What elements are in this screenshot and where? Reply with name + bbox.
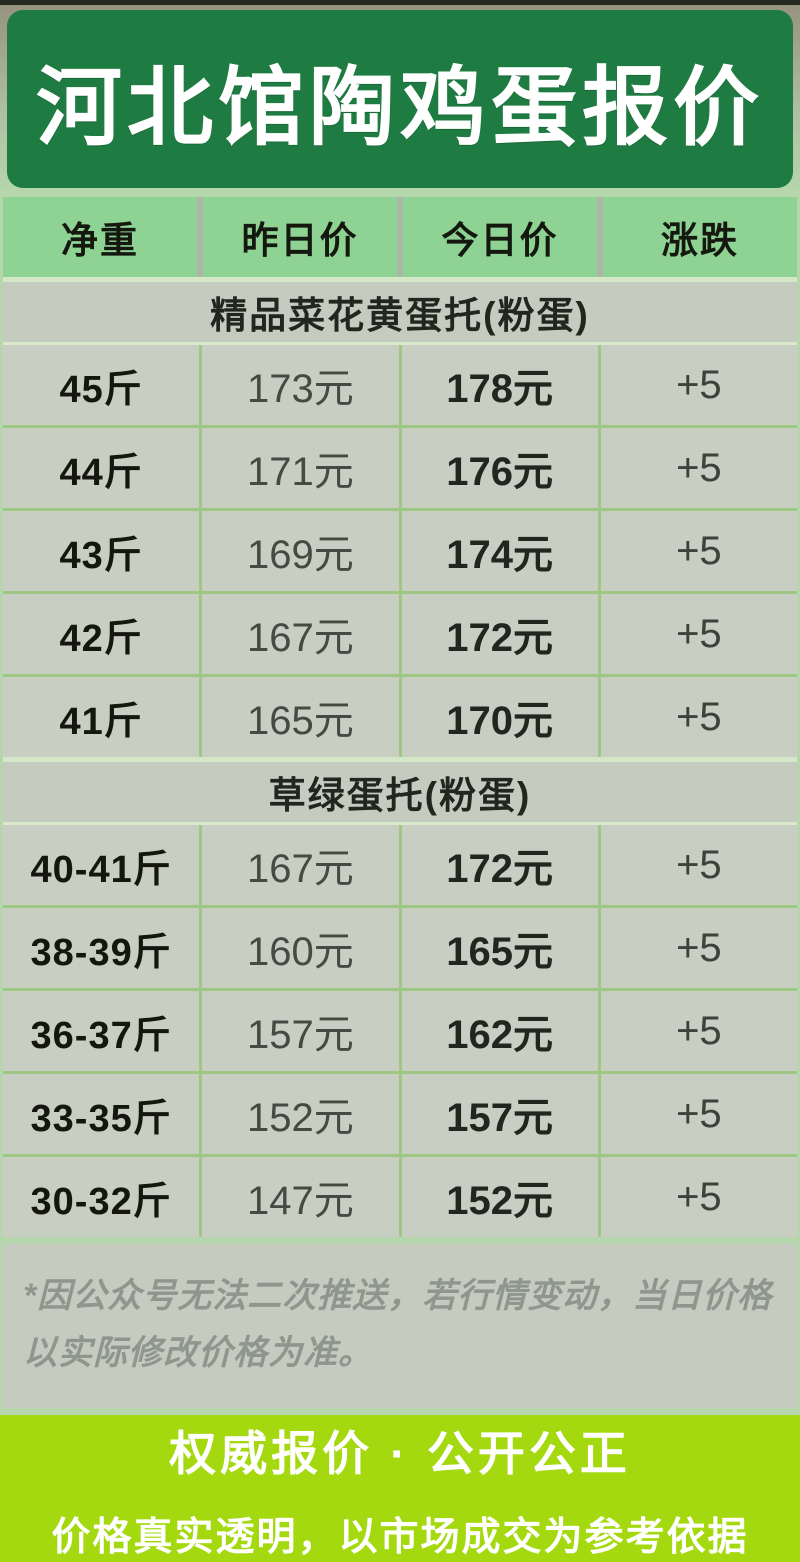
- column-header-today-price: 今日价: [403, 197, 597, 277]
- disclaimer-footnote: *因公众号无法二次推送，若行情变动，当日价格以实际修改价格为准。: [3, 1244, 797, 1409]
- cell-yesterday-price: 167元: [202, 825, 399, 905]
- column-header-change: 涨跌: [603, 197, 797, 277]
- title-banner-wrap: 河北馆陶鸡蛋报价: [0, 5, 800, 197]
- cell-change: +5: [600, 1074, 797, 1154]
- cell-yesterday-price: 167元: [202, 594, 399, 674]
- cell-change: +5: [600, 825, 797, 905]
- cell-yesterday-price: 160元: [202, 908, 399, 988]
- cell-change: +5: [600, 908, 797, 988]
- section-header: 精品菜花黄蛋托(粉蛋): [3, 277, 797, 345]
- cell-weight: 33-35斤: [3, 1074, 200, 1154]
- cell-change: +5: [600, 677, 797, 757]
- cell-yesterday-price: 157元: [202, 991, 399, 1071]
- cell-yesterday-price: 152元: [202, 1074, 399, 1154]
- cell-today-price: 172元: [401, 825, 598, 905]
- cell-weight: 45斤: [3, 345, 200, 425]
- cell-change: +5: [600, 1157, 797, 1237]
- cell-change: +5: [600, 428, 797, 508]
- footer-banner: 权威报价 · 公开公正 价格真实透明，以市场成交为参考依据: [0, 1415, 800, 1562]
- footer-slogan-secondary: 价格真实透明，以市场成交为参考依据: [51, 1516, 749, 1560]
- cell-weight: 36-37斤: [3, 991, 200, 1071]
- section-header: 草绿蛋托(粉蛋): [3, 757, 797, 825]
- section-rows: 45斤 173元 178元 +5 44斤 171元 176元 +5 43斤 169元 174元 +5 4…: [3, 345, 797, 757]
- cell-change: +5: [600, 345, 797, 425]
- footer-slogan-primary: 权威报价 · 公开公正: [169, 1427, 631, 1481]
- cell-change: +5: [600, 594, 797, 674]
- page-title: 河北馆陶鸡蛋报价: [7, 10, 793, 188]
- cell-today-price: 170元: [401, 677, 598, 757]
- cell-today-price: 152元: [401, 1157, 598, 1237]
- table-header-row: 净重 昨日价 今日价 涨跌: [3, 197, 797, 277]
- cell-today-price: 178元: [401, 345, 598, 425]
- section-rows: 40-41斤 167元 172元 +5 38-39斤 160元 165元 +5 36-37斤 15…: [3, 825, 797, 1237]
- cell-weight: 43斤: [3, 511, 200, 591]
- cell-yesterday-price: 171元: [202, 428, 399, 508]
- cell-today-price: 157元: [401, 1074, 598, 1154]
- cell-weight: 44斤: [3, 428, 200, 508]
- cell-change: +5: [600, 511, 797, 591]
- column-header-yesterday-price: 昨日价: [203, 197, 397, 277]
- cell-weight: 30-32斤: [3, 1157, 200, 1237]
- column-header-weight: 净重: [3, 197, 197, 277]
- cell-weight: 40-41斤: [3, 825, 200, 905]
- cell-yesterday-price: 173元: [202, 345, 399, 425]
- top-edge-strip: [0, 0, 800, 5]
- cell-today-price: 165元: [401, 908, 598, 988]
- cell-today-price: 174元: [401, 511, 598, 591]
- cell-today-price: 176元: [401, 428, 598, 508]
- cell-yesterday-price: 147元: [202, 1157, 399, 1237]
- cell-today-price: 172元: [401, 594, 598, 674]
- price-table-body: 精品菜花黄蛋托(粉蛋) 45斤 173元 178元 +5 44斤 171元 176元 +5 43斤…: [3, 277, 797, 1237]
- cell-today-price: 162元: [401, 991, 598, 1071]
- cell-weight: 42斤: [3, 594, 200, 674]
- cell-yesterday-price: 165元: [202, 677, 399, 757]
- cell-weight: 41斤: [3, 677, 200, 757]
- cell-yesterday-price: 169元: [202, 511, 399, 591]
- cell-change: +5: [600, 991, 797, 1071]
- cell-weight: 38-39斤: [3, 908, 200, 988]
